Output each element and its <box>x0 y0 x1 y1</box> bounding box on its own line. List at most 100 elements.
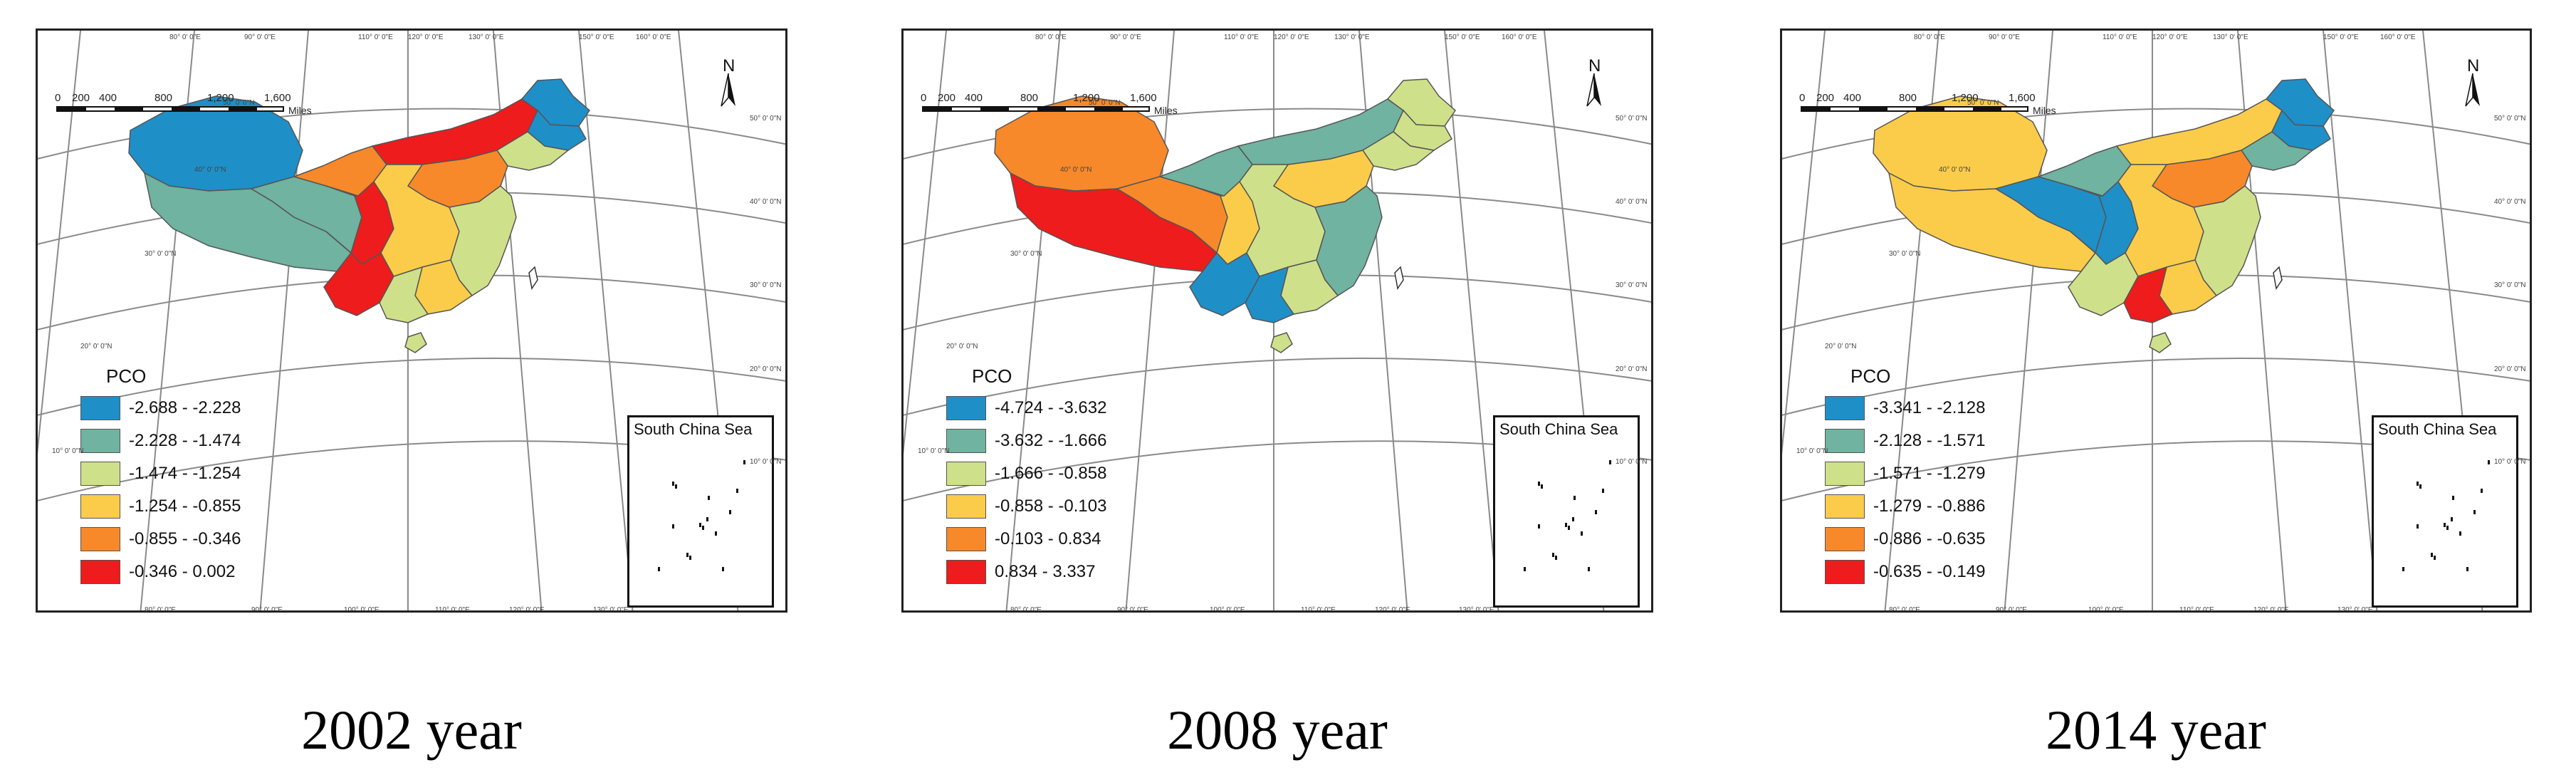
coordinate-label: 120° 0' 0"E <box>408 33 444 41</box>
island-mark <box>689 556 691 560</box>
scale-tick: 800 <box>1899 92 1917 104</box>
scale-bar-graphic <box>56 106 284 112</box>
legend-label: -4.724 - -3.632 <box>995 398 1107 417</box>
legend: PCO -2.688 - -2.228 -2.228 - -1.474 -1.4… <box>80 365 337 588</box>
legend-label: -0.855 - -0.346 <box>129 529 241 548</box>
coordinate-label: 120° 0' 0"E <box>509 606 545 613</box>
scale-tick: 200 <box>1816 92 1835 104</box>
legend-swatch <box>1825 396 1865 420</box>
legend-swatch <box>946 429 986 453</box>
north-label: N <box>723 56 735 76</box>
coordinate-label: 90° 0' 0"E <box>251 606 283 613</box>
parallel-line <box>904 108 1651 160</box>
island-mark <box>1538 482 1540 486</box>
legend-row: -0.346 - 0.002 <box>80 556 337 588</box>
legend: PCO -3.341 - -2.128 -2.128 - -1.571 -1.5… <box>1825 365 2081 588</box>
region-liaoning <box>2240 131 2314 171</box>
legend-swatch <box>1825 429 1865 453</box>
island-mark <box>2473 510 2476 514</box>
coordinate-label: 120° 0' 0"E <box>2152 33 2188 41</box>
island-mark <box>2402 567 2404 571</box>
coordinate-label: 20° 0' 0"N <box>1825 343 1857 350</box>
coordinate-label: 40° 0' 0"N <box>2494 198 2526 206</box>
island-mark <box>1581 531 1583 536</box>
coordinate-label: 50° 0' 0"N <box>2494 115 2526 123</box>
legend-row: 0.834 - 3.337 <box>946 556 1203 588</box>
coordinate-label: 90° 0' 0"E <box>1110 33 1141 41</box>
meridian-line <box>1782 31 1826 455</box>
scale-bar: 0 200 400 800 1,200 1,600 Miles <box>921 92 1178 120</box>
island-mark <box>675 484 677 489</box>
region-guangxi <box>2123 266 2174 323</box>
coordinate-label: 10° 0' 0"N <box>2494 458 2526 466</box>
region-liaoning <box>1361 131 1435 171</box>
coordinate-label: 120° 0' 0"E <box>1274 33 1309 41</box>
legend-swatch <box>80 462 120 486</box>
island-mark <box>2446 526 2449 530</box>
legend-row: -2.228 - -1.474 <box>80 425 337 457</box>
scale-tick: 0 <box>1799 92 1806 104</box>
scale-tick: 400 <box>1843 92 1862 104</box>
coordinate-label: 50° 0' 0"N <box>1089 99 1121 107</box>
coordinate-label: 30° 0' 0"N <box>1010 250 1042 258</box>
map-panel-2014: 0 200 400 800 1,200 1,600 Miles N PCO -3… <box>1780 28 2532 761</box>
coordinate-label: 80° 0' 0"E <box>1914 33 1945 41</box>
legend-swatch <box>946 494 986 519</box>
coordinate-label: 110° 0' 0"E <box>1224 33 1259 41</box>
parallel-line <box>38 108 785 160</box>
coordinate-label: 30° 0' 0"N <box>750 281 782 289</box>
island-mark <box>672 482 674 486</box>
coordinate-label: 150° 0' 0"E <box>579 33 614 41</box>
south-china-sea-inset: South China Sea <box>627 415 774 608</box>
island-mark <box>2488 460 2490 464</box>
coordinate-label: 20° 0' 0"N <box>80 343 112 350</box>
coordinate-label: 90° 0' 0"E <box>244 33 276 41</box>
coordinate-label: 100° 0' 0"E <box>1210 606 1245 613</box>
coordinate-label: 110° 0' 0"E <box>358 33 393 41</box>
meridian-line <box>1125 31 1175 610</box>
coordinate-label: 110° 0' 0"E <box>2179 606 2214 613</box>
region-guangxi <box>1245 266 1295 323</box>
coordinate-label: 80° 0' 0"E <box>145 606 176 613</box>
regions <box>994 78 1456 353</box>
north-arrow-icon: N <box>714 56 743 113</box>
coordinate-label: 130° 0' 0"E <box>1459 606 1494 613</box>
scale-tick: 200 <box>938 92 956 104</box>
island-mark <box>1609 460 1611 464</box>
map-panel-2002: 0 200 400 800 1,200 1,600 Miles N PCO -2… <box>36 28 787 761</box>
coordinate-label: 20° 0' 0"N <box>946 343 978 350</box>
legend-swatch <box>1825 560 1865 584</box>
china-map <box>904 31 1651 610</box>
legend-row: -4.724 - -3.632 <box>946 392 1203 425</box>
legend-row: -0.858 - -0.103 <box>946 490 1203 523</box>
scale-tick: 400 <box>99 92 117 104</box>
legend-label: -1.279 - -0.886 <box>1873 496 1986 516</box>
china-map <box>38 31 785 610</box>
map-caption: 2008 year <box>1167 699 1388 761</box>
north-label: N <box>2467 56 2480 76</box>
coordinate-label: 120° 0' 0"E <box>2253 606 2289 613</box>
coordinate-label: 90° 0' 0"E <box>1989 33 2020 41</box>
coordinate-label: 30° 0' 0"N <box>1889 250 1921 258</box>
map-frame: 0 200 400 800 1,200 1,600 Miles N PCO -3… <box>1780 28 2532 613</box>
region-guangxi <box>379 266 429 323</box>
coordinate-label: 130° 0' 0"E <box>1334 33 1370 41</box>
island-mark <box>2459 531 2461 536</box>
coordinate-label: 20° 0' 0"N <box>1616 365 1648 373</box>
coordinate-label: 120° 0' 0"E <box>1375 606 1410 613</box>
legend-row: -0.635 - -0.149 <box>1825 556 2081 588</box>
legend-row: -1.254 - -0.855 <box>80 490 337 523</box>
parallel-line <box>1782 108 2530 160</box>
island-mark <box>2419 484 2421 489</box>
regions <box>128 78 590 353</box>
island-mark <box>708 496 710 500</box>
south-china-sea-inset: South China Sea <box>1493 415 1640 608</box>
coordinate-label: 160° 0' 0"E <box>2380 33 2416 41</box>
legend-title: PCO <box>972 365 1012 387</box>
island-mark <box>715 531 717 536</box>
map-frame: 0 200 400 800 1,200 1,600 Miles N PCO -4… <box>901 28 1653 613</box>
coordinate-label: 50° 0' 0"N <box>750 115 782 123</box>
coordinate-label: 130° 0' 0"E <box>593 606 629 613</box>
scale-tick: 1,200 <box>1073 92 1100 104</box>
legend-row: -1.474 - -1.254 <box>80 457 337 490</box>
